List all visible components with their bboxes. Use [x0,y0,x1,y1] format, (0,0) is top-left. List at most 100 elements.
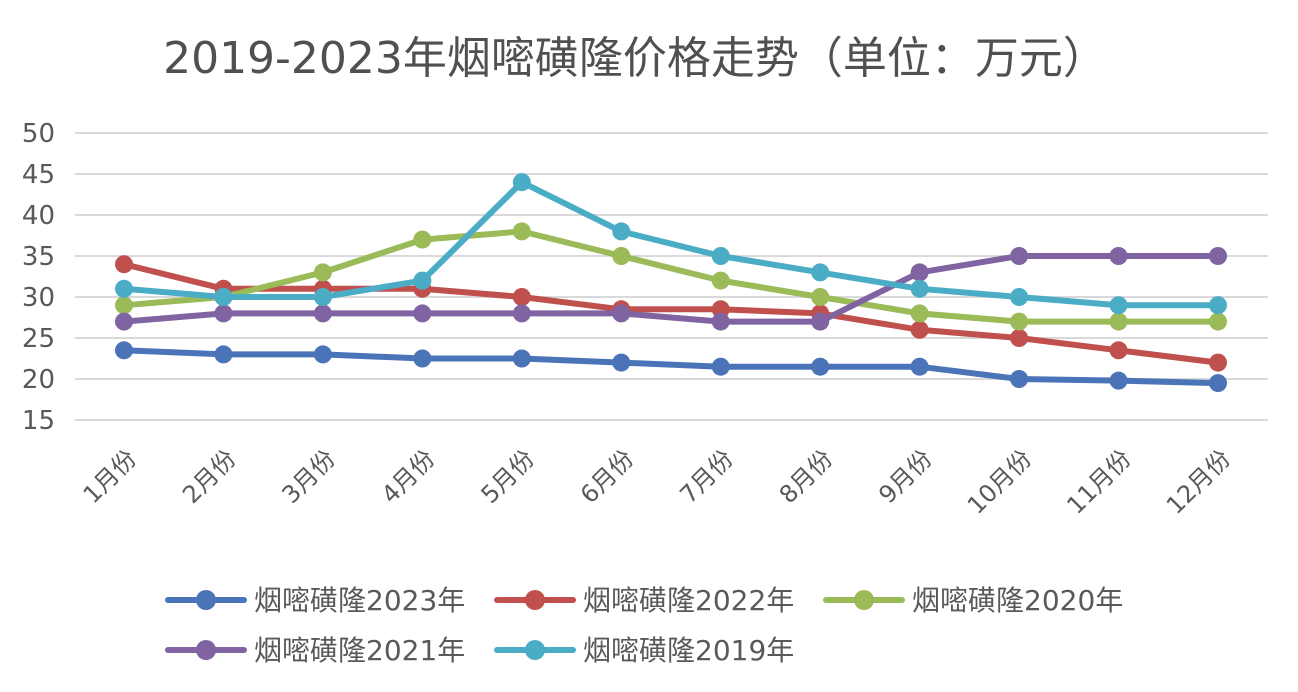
series-line [121,261,1221,366]
data-point [413,349,432,368]
data-point [1209,296,1227,315]
y-tick-label: 35 [22,242,55,272]
gridlines [75,132,1268,421]
data-point [512,173,531,192]
data-point [910,263,929,282]
data-point [115,312,133,331]
data-point [512,288,531,306]
legend-label: 烟嘧磺隆2021年 [254,634,465,667]
data-point [811,357,830,376]
x-tick-label: 10月份 [962,444,1037,519]
data-point [313,288,332,306]
series-3 [115,247,1227,331]
data-point [910,357,929,376]
data-point [413,271,432,290]
data-point [711,271,730,290]
legend-item: 烟嘧磺隆2020年 [823,584,1123,617]
legend-label: 烟嘧磺隆2022年 [583,584,794,617]
data-point [612,353,631,372]
series-0 [115,341,1227,393]
legend-item: 烟嘧磺隆2023年 [165,584,465,617]
data-point [711,312,730,331]
y-tick-label: 40 [22,201,55,231]
data-point [512,222,531,241]
data-point [1109,371,1128,390]
x-axis-ticks: 1月份 2月份 3月份 4月份 5月份 6月份 7月份 8月份 9月份 10月份 11月份 12月份 [78,444,1237,519]
data-point [711,300,730,319]
y-tick-label: 15 [22,406,55,436]
legend-marker [525,590,545,610]
data-point [1010,370,1029,388]
data-point [512,304,531,323]
y-tick-label: 30 [22,283,55,313]
x-tick-label: 6月份 [575,444,640,509]
x-tick-label: 1月份 [78,444,143,509]
data-point [313,304,332,323]
legend-label: 烟嘧磺隆2020年 [912,584,1123,617]
series-line [121,253,1221,325]
legend-marker [854,590,874,610]
data-point [1209,353,1227,372]
data-point [115,255,133,274]
x-tick-label: 4月份 [376,444,441,509]
x-tick-label: 12月份 [1161,444,1236,519]
data-point [612,304,631,323]
data-point [612,247,631,265]
data-point [910,320,929,339]
y-axis-ticks: 15 20 25 30 35 40 45 50 [22,119,55,436]
data-point [1010,312,1029,331]
data-point [313,345,332,364]
series-2 [115,222,1227,331]
y-tick-label: 45 [22,160,55,190]
legend-item: 烟嘧磺隆2021年 [165,634,465,667]
data-point [711,357,730,376]
data-point [1109,341,1128,360]
x-tick-label: 2月份 [177,444,242,509]
x-tick-label: 9月份 [873,444,938,509]
y-tick-label: 50 [22,119,55,149]
legend-label: 烟嘧磺隆2019年 [583,634,794,667]
x-tick-label: 8月份 [774,444,839,509]
data-point [115,279,133,298]
y-tick-label: 20 [22,365,55,395]
legend-label: 烟嘧磺隆2023年 [254,584,465,617]
data-point [811,288,830,306]
y-tick-label: 25 [22,324,55,354]
data-point [413,230,432,249]
chart-title: 2019-2023年烟嘧磺隆价格走势（单位：万元） [163,33,1107,84]
data-point [1010,329,1029,347]
data-point [811,312,830,331]
data-point [1209,312,1227,331]
data-point [313,263,332,282]
x-tick-label: 7月份 [674,444,739,509]
data-point [711,247,730,265]
series-4 [115,173,1227,315]
data-point [910,279,929,298]
data-point [1209,247,1227,265]
data-point [214,288,233,306]
data-point [512,349,531,368]
data-point [612,222,631,241]
legend-marker [196,590,216,610]
x-tick-label: 11月份 [1061,444,1136,519]
series-layer [115,173,1227,393]
data-point [910,304,929,323]
legend-marker [525,640,545,660]
legend-item: 烟嘧磺隆2019年 [494,634,794,667]
series-line [121,228,1221,325]
data-point [1209,374,1227,393]
x-tick-label: 3月份 [277,444,342,509]
legend-marker [196,640,216,660]
data-point [1109,312,1128,331]
data-point [811,263,830,282]
series-line [121,179,1221,309]
data-point [115,341,133,360]
x-tick-label: 5月份 [476,444,541,509]
legend-item: 烟嘧磺隆2022年 [494,584,794,617]
series-line [121,347,1221,387]
data-point [1010,288,1029,306]
data-point [1109,296,1128,315]
data-point [115,296,133,315]
